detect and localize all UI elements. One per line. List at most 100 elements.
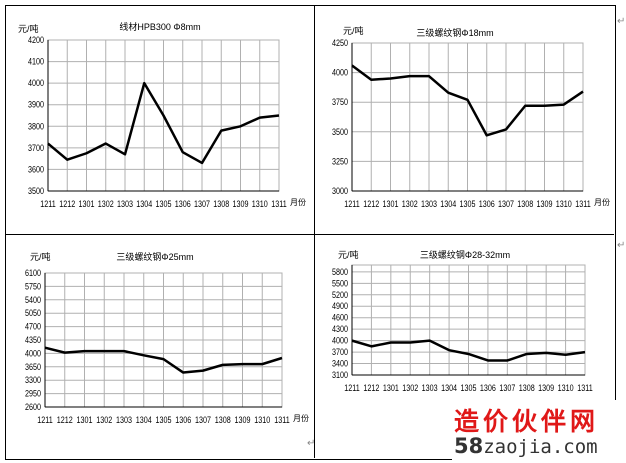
x-tick-label: 1306 [479,199,495,209]
x-tick-label: 1307 [499,383,515,393]
x-tick-label: 1302 [402,383,418,393]
x-tick-label: 1301 [79,199,95,209]
x-tick-label: 1307 [498,199,514,209]
x-tick-label: 1211 [344,383,360,393]
y-tick-label: 5050 [25,308,41,318]
x-tick-label: 1303 [421,199,437,209]
x-tick-label: 1305 [156,415,172,425]
x-tick-label: 1308 [517,199,533,209]
y-tick-label: 3700 [28,143,44,153]
y-tick-label: 3700 [332,347,348,357]
x-tick-label: 1306 [175,199,191,209]
x-tick-label: 1304 [136,415,152,425]
y-tick-label: 3500 [28,186,44,196]
y-tick-label: 4200 [28,35,44,45]
y-tick-label: 3500 [332,127,348,137]
x-tick-label: 1303 [422,383,438,393]
x-axis-label: 月份 [293,413,309,423]
y-tick-label: 5800 [332,267,348,277]
table-border [5,5,616,460]
y-tick-label: 5500 [332,279,348,289]
y-tick-label: 3250 [332,157,348,167]
x-tick-label: 1311 [577,383,593,393]
x-tick-label: 1309 [235,415,251,425]
x-tick-label: 1211 [37,415,53,425]
x-tick-label: 1311 [271,199,287,209]
x-tick-label: 1211 [344,199,360,209]
y-tick-label: 3800 [28,122,44,132]
x-tick-label: 1302 [402,199,418,209]
table-divider-horizontal [5,234,614,235]
x-tick-label: 1305 [460,199,476,209]
x-tick-label: 1310 [254,415,270,425]
x-tick-label: 1212 [59,199,75,209]
paragraph-mark: ↵ [617,16,626,27]
x-tick-label: 1304 [441,383,457,393]
x-tick-label: 1304 [440,199,456,209]
x-tick-label: 1301 [383,383,399,393]
y-tick-label: 3600 [28,165,44,175]
x-tick-label: 1305 [461,383,477,393]
x-tick-label: 1310 [252,199,268,209]
y-tick-label: 4100 [28,57,44,67]
watermark-cn: 造价伙伴网 [454,407,600,436]
x-tick-label: 1212 [363,383,379,393]
y-tick-label: 4000 [332,68,348,78]
x-tick-label: 1307 [194,199,210,209]
x-tick-label: 1309 [233,199,249,209]
y-tick-label: 4700 [25,322,41,332]
y-axis-unit: 元/吨 [18,23,39,34]
x-tick-label: 1212 [57,415,73,425]
x-tick-label: 1212 [363,199,379,209]
x-tick-label: 1305 [156,199,172,209]
watermark-num: 58 [454,434,484,458]
watermark: 造价伙伴网 58zaojia.com [452,400,626,463]
y-axis-unit: 元/吨 [338,249,359,260]
y-tick-label: 3100 [332,370,348,380]
paragraph-mark: ↵ [307,438,316,449]
y-tick-label: 4900 [332,302,348,312]
chart-title: 三级螺纹钢Φ25mm [116,251,193,262]
x-tick-label: 1306 [480,383,496,393]
x-tick-label: 1303 [116,415,132,425]
y-tick-label: 4000 [332,336,348,346]
y-tick-label: 4000 [25,349,41,359]
x-tick-label: 1302 [98,199,114,209]
x-tick-label: 1309 [537,199,553,209]
y-tick-label: 5400 [25,295,41,305]
chart-title: 三级螺纹钢Φ18mm [416,27,493,38]
x-tick-label: 1311 [274,415,290,425]
y-tick-label: 5200 [332,290,348,300]
y-tick-label: 2950 [25,389,41,399]
paragraph-mark: ↵ [617,240,626,251]
x-tick-label: 1211 [40,199,56,209]
y-axis-unit: 元/吨 [30,251,51,262]
y-tick-label: 3400 [332,359,348,369]
x-tick-label: 1302 [96,415,112,425]
watermark-domain: 58zaojia.com [454,434,598,458]
x-tick-label: 1310 [558,383,574,393]
x-tick-label: 1308 [215,415,231,425]
x-tick-label: 1311 [575,199,591,209]
x-axis-label: 月份 [594,197,610,207]
y-axis-unit: 元/吨 [343,25,364,36]
x-tick-label: 1301 [77,415,93,425]
x-tick-label: 1304 [136,199,152,209]
y-tick-label: 3650 [25,362,41,372]
y-tick-label: 4000 [28,78,44,88]
y-tick-label: 3750 [332,97,348,107]
x-tick-label: 1307 [195,415,211,425]
chart-title: 线材HPB300 Φ8mm [119,21,200,32]
y-tick-label: 3000 [332,186,348,196]
x-tick-label: 1301 [383,199,399,209]
x-tick-label: 1308 [519,383,535,393]
y-tick-label: 3900 [28,100,44,110]
x-tick-label: 1310 [556,199,572,209]
y-tick-label: 4350 [25,335,41,345]
y-tick-label: 4300 [332,324,348,334]
y-tick-label: 3300 [25,375,41,385]
y-tick-label: 6100 [25,268,41,278]
x-tick-label: 1306 [175,415,191,425]
chart-title: 三级螺纹钢Φ28-32mm [420,249,510,260]
